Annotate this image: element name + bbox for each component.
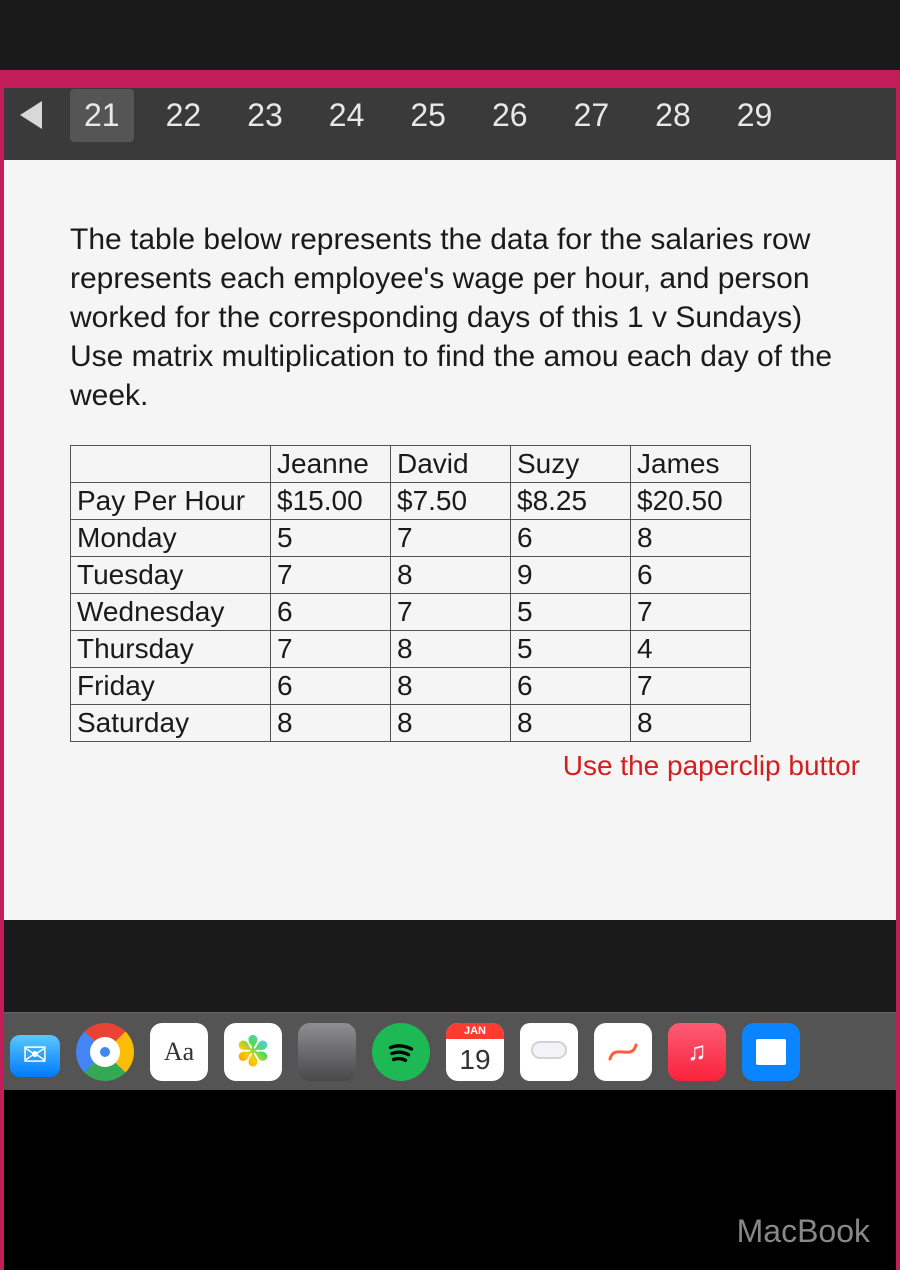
calendar-month: JAN bbox=[446, 1023, 504, 1039]
table-cell: $20.50 bbox=[631, 483, 751, 520]
font-book-icon[interactable]: Aa bbox=[150, 1023, 208, 1081]
table-cell: 7 bbox=[271, 631, 391, 668]
content-area: The table below represents the data for … bbox=[0, 160, 900, 920]
table-cell: 7 bbox=[631, 594, 751, 631]
salary-table: Jeanne David Suzy James Pay Per Hour $15… bbox=[70, 445, 751, 742]
launchpad-icon[interactable] bbox=[298, 1023, 356, 1081]
table-cell: $15.00 bbox=[271, 483, 391, 520]
page-tab-25[interactable]: 25 bbox=[396, 89, 460, 142]
table-row: Wednesday 6 7 5 7 bbox=[71, 594, 751, 631]
chrome-icon[interactable] bbox=[76, 1023, 134, 1081]
table-row: Friday 6 8 6 7 bbox=[71, 668, 751, 705]
table-header-row: Jeanne David Suzy James bbox=[71, 446, 751, 483]
table-cell: 8 bbox=[271, 705, 391, 742]
table-cell: Pay Per Hour bbox=[71, 483, 271, 520]
table-cell: 6 bbox=[631, 557, 751, 594]
page-tab-29[interactable]: 29 bbox=[723, 89, 787, 142]
dock: Aa JAN 19 ♫ bbox=[0, 1012, 900, 1090]
keynote-icon[interactable] bbox=[742, 1023, 800, 1081]
table-cell: Thursday bbox=[71, 631, 271, 668]
table-cell: 4 bbox=[631, 631, 751, 668]
table-cell: 5 bbox=[511, 594, 631, 631]
table-row: Tuesday 7 8 9 6 bbox=[71, 557, 751, 594]
table-cell: Friday bbox=[71, 668, 271, 705]
table-cell: 8 bbox=[391, 705, 511, 742]
table-cell: 7 bbox=[391, 520, 511, 557]
page-tabs-bar: 21 22 23 24 25 26 27 28 29 bbox=[0, 70, 900, 160]
table-cell: 8 bbox=[631, 520, 751, 557]
table-cell: $8.25 bbox=[511, 483, 631, 520]
table-cell: David bbox=[391, 446, 511, 483]
table-cell: Suzy bbox=[511, 446, 631, 483]
table-cell bbox=[71, 446, 271, 483]
table-cell: 7 bbox=[631, 668, 751, 705]
table-cell: Jeanne bbox=[271, 446, 391, 483]
table-cell: 8 bbox=[511, 705, 631, 742]
table-cell: 8 bbox=[631, 705, 751, 742]
table-cell: Saturday bbox=[71, 705, 271, 742]
back-arrow-icon[interactable] bbox=[20, 101, 42, 129]
problem-text: The table below represents the data for … bbox=[70, 220, 860, 415]
table-cell: 8 bbox=[391, 668, 511, 705]
table-cell: 6 bbox=[511, 520, 631, 557]
page-tab-23[interactable]: 23 bbox=[233, 89, 297, 142]
table-cell: Monday bbox=[71, 520, 271, 557]
page-tab-21[interactable]: 21 bbox=[70, 89, 134, 142]
table-cell: James bbox=[631, 446, 751, 483]
table-row: Pay Per Hour $15.00 $7.50 $8.25 $20.50 bbox=[71, 483, 751, 520]
table-row: Saturday 8 8 8 8 bbox=[71, 705, 751, 742]
page-tab-28[interactable]: 28 bbox=[641, 89, 705, 142]
mail-icon[interactable] bbox=[10, 1035, 60, 1077]
table-row: Monday 5 7 6 8 bbox=[71, 520, 751, 557]
table-cell: 6 bbox=[271, 594, 391, 631]
hint-text: Use the paperclip buttor bbox=[70, 750, 860, 782]
table-cell: Wednesday bbox=[71, 594, 271, 631]
calendar-day: 19 bbox=[459, 1039, 490, 1081]
table-cell: 7 bbox=[271, 557, 391, 594]
table-cell: 6 bbox=[271, 668, 391, 705]
table-row: Thursday 7 8 5 4 bbox=[71, 631, 751, 668]
freeform-icon[interactable] bbox=[594, 1023, 652, 1081]
table-cell: 8 bbox=[391, 631, 511, 668]
page-tab-24[interactable]: 24 bbox=[315, 89, 379, 142]
macbook-label: MacBook bbox=[737, 1213, 870, 1250]
messages-icon[interactable] bbox=[520, 1023, 578, 1081]
page-tab-22[interactable]: 22 bbox=[152, 89, 216, 142]
laptop-bezel: MacBook bbox=[0, 1090, 900, 1270]
table-cell: 7 bbox=[391, 594, 511, 631]
spotify-icon[interactable] bbox=[372, 1023, 430, 1081]
page-tab-26[interactable]: 26 bbox=[478, 89, 542, 142]
table-cell: 8 bbox=[391, 557, 511, 594]
photos-icon[interactable] bbox=[224, 1023, 282, 1081]
table-cell: $7.50 bbox=[391, 483, 511, 520]
table-cell: 5 bbox=[511, 631, 631, 668]
table-cell: 5 bbox=[271, 520, 391, 557]
calendar-icon[interactable]: JAN 19 bbox=[446, 1023, 504, 1081]
table-cell: 9 bbox=[511, 557, 631, 594]
table-cell: Tuesday bbox=[71, 557, 271, 594]
music-icon[interactable]: ♫ bbox=[668, 1023, 726, 1081]
table-cell: 6 bbox=[511, 668, 631, 705]
page-tab-27[interactable]: 27 bbox=[560, 89, 624, 142]
